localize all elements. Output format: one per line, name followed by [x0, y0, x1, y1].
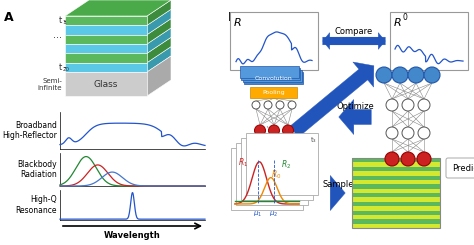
Circle shape [386, 99, 398, 111]
FancyBboxPatch shape [243, 71, 302, 83]
FancyBboxPatch shape [246, 133, 318, 195]
Circle shape [417, 152, 431, 166]
Text: Blackbody
Radiation: Blackbody Radiation [18, 160, 57, 179]
Text: Semi-
infinite: Semi- infinite [37, 77, 62, 90]
Circle shape [255, 125, 265, 136]
Text: $\mu_2$: $\mu_2$ [269, 210, 279, 219]
Text: $R_2$: $R_2$ [281, 158, 291, 171]
Bar [352, 180, 440, 184]
FancyBboxPatch shape [236, 143, 308, 205]
Polygon shape [147, 56, 171, 96]
Circle shape [424, 67, 440, 83]
FancyBboxPatch shape [250, 87, 298, 98]
Text: $R_0$: $R_0$ [271, 168, 282, 181]
Circle shape [408, 67, 424, 83]
Bar [352, 210, 440, 215]
Text: Pooling: Pooling [263, 90, 285, 95]
Circle shape [402, 99, 414, 111]
FancyBboxPatch shape [240, 66, 299, 78]
Circle shape [392, 67, 408, 83]
Circle shape [401, 152, 415, 166]
Text: R: R [234, 18, 242, 28]
FancyBboxPatch shape [446, 158, 474, 178]
Text: 20: 20 [63, 67, 70, 72]
Text: t: t [59, 63, 62, 72]
Polygon shape [147, 28, 171, 53]
Bar [352, 219, 440, 224]
Text: t₁: t₁ [301, 147, 306, 153]
Text: Compare: Compare [335, 27, 373, 36]
Polygon shape [65, 0, 171, 16]
Bar [65, 25, 147, 35]
Bar [352, 206, 440, 210]
Bar [65, 16, 147, 25]
Bar [65, 44, 147, 53]
Circle shape [288, 101, 296, 109]
Text: High-Q
Resonance: High-Q Resonance [16, 195, 57, 215]
Text: $R_1$: $R_1$ [238, 156, 248, 169]
Circle shape [376, 67, 392, 83]
Bar [65, 72, 147, 96]
Polygon shape [147, 47, 171, 72]
Bar [352, 193, 440, 197]
FancyBboxPatch shape [390, 12, 468, 70]
Bar [352, 189, 440, 193]
Bar [352, 175, 440, 180]
Circle shape [264, 101, 272, 109]
Bar [352, 224, 440, 228]
Polygon shape [147, 19, 171, 44]
Text: t: t [59, 16, 62, 25]
Text: B: B [228, 11, 237, 24]
Polygon shape [147, 0, 171, 25]
Text: R: R [394, 18, 402, 28]
Bar [352, 184, 440, 189]
FancyBboxPatch shape [241, 138, 313, 200]
Circle shape [402, 127, 414, 139]
Circle shape [418, 99, 430, 111]
Circle shape [276, 101, 284, 109]
Bar [352, 158, 440, 162]
Text: Wavelength: Wavelength [104, 231, 161, 240]
FancyBboxPatch shape [231, 148, 303, 210]
Text: Predict: Predict [452, 163, 474, 172]
Bar [352, 167, 440, 171]
Bar [65, 35, 147, 44]
Text: Convolution: Convolution [255, 76, 293, 81]
Polygon shape [147, 37, 171, 63]
Text: 1: 1 [63, 20, 66, 25]
Circle shape [418, 127, 430, 139]
Circle shape [283, 125, 293, 136]
Text: A: A [4, 11, 14, 24]
Circle shape [252, 101, 260, 109]
Bar [65, 63, 147, 72]
Circle shape [385, 152, 399, 166]
Bar [352, 202, 440, 206]
Bar [65, 53, 147, 63]
Circle shape [386, 127, 398, 139]
FancyBboxPatch shape [230, 12, 318, 70]
Text: t₃: t₃ [310, 137, 316, 143]
Text: Sample: Sample [322, 180, 354, 189]
Text: Broadband
High-Reflector: Broadband High-Reflector [2, 121, 57, 140]
Bar [352, 171, 440, 175]
Circle shape [268, 125, 280, 136]
FancyBboxPatch shape [245, 73, 303, 85]
Text: $\mu_1$: $\mu_1$ [254, 210, 263, 219]
Text: t₂: t₂ [305, 142, 311, 148]
Bar [352, 215, 440, 219]
Text: ...: ... [53, 30, 62, 40]
Bar [352, 158, 440, 228]
Text: Optimize: Optimize [336, 102, 374, 111]
Bar [352, 197, 440, 202]
FancyBboxPatch shape [241, 69, 301, 81]
Text: Glass: Glass [94, 79, 118, 88]
Polygon shape [147, 9, 171, 35]
Text: 0: 0 [403, 13, 408, 22]
Bar [352, 162, 440, 167]
